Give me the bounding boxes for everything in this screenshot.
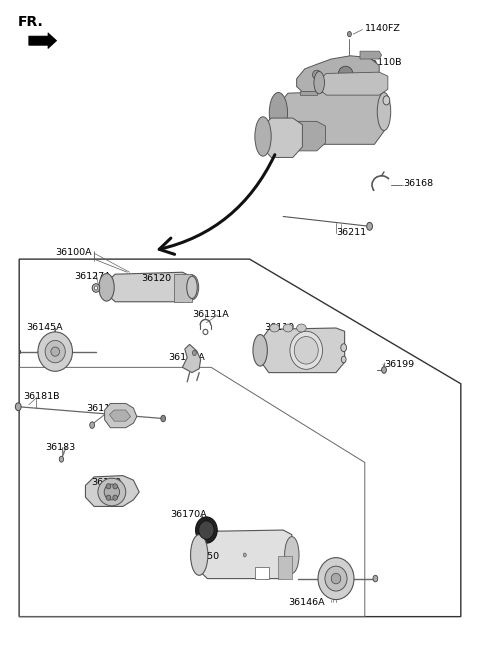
Ellipse shape: [90, 422, 95, 428]
Polygon shape: [29, 33, 57, 49]
Polygon shape: [300, 91, 317, 95]
Ellipse shape: [318, 558, 354, 600]
Ellipse shape: [253, 335, 267, 366]
Polygon shape: [278, 91, 384, 144]
Polygon shape: [85, 476, 139, 506]
Ellipse shape: [270, 324, 279, 332]
Text: 36146A: 36146A: [288, 598, 324, 607]
Polygon shape: [360, 51, 382, 59]
Text: 36110: 36110: [264, 323, 294, 333]
Ellipse shape: [192, 350, 196, 356]
Ellipse shape: [38, 332, 72, 371]
Text: 36150: 36150: [190, 552, 220, 561]
Ellipse shape: [285, 537, 299, 573]
Ellipse shape: [348, 31, 351, 37]
Ellipse shape: [331, 573, 341, 584]
Ellipse shape: [199, 521, 214, 539]
Ellipse shape: [314, 72, 324, 94]
Text: 36110B: 36110B: [365, 58, 401, 67]
Text: 36110G: 36110G: [86, 403, 124, 413]
Polygon shape: [107, 272, 192, 302]
Ellipse shape: [191, 535, 208, 575]
Text: 36100A: 36100A: [55, 248, 92, 257]
Ellipse shape: [373, 575, 378, 582]
Ellipse shape: [51, 347, 60, 356]
Ellipse shape: [290, 331, 323, 369]
Ellipse shape: [341, 356, 346, 363]
Text: 36127A: 36127A: [74, 272, 111, 281]
Ellipse shape: [243, 553, 246, 557]
Polygon shape: [255, 567, 269, 579]
Ellipse shape: [283, 324, 293, 332]
Ellipse shape: [113, 483, 118, 489]
Polygon shape: [182, 344, 201, 373]
Ellipse shape: [325, 566, 347, 591]
Ellipse shape: [269, 92, 288, 133]
Text: 36120: 36120: [142, 274, 172, 283]
Ellipse shape: [338, 66, 353, 81]
Polygon shape: [319, 72, 388, 95]
Ellipse shape: [187, 276, 197, 298]
Ellipse shape: [312, 70, 321, 79]
Polygon shape: [260, 328, 345, 373]
Ellipse shape: [94, 286, 98, 290]
Ellipse shape: [341, 344, 347, 352]
Polygon shape: [109, 410, 131, 421]
Ellipse shape: [161, 415, 166, 422]
Ellipse shape: [60, 457, 63, 462]
Text: 36135A: 36135A: [168, 353, 205, 362]
Ellipse shape: [92, 283, 100, 293]
Polygon shape: [286, 121, 325, 151]
Ellipse shape: [382, 367, 386, 373]
Text: 36145A: 36145A: [26, 323, 63, 333]
Ellipse shape: [98, 478, 126, 506]
Polygon shape: [105, 403, 137, 428]
Text: 1140FZ: 1140FZ: [365, 24, 401, 33]
Ellipse shape: [185, 275, 199, 300]
Ellipse shape: [377, 92, 391, 131]
Polygon shape: [263, 118, 302, 157]
Ellipse shape: [113, 495, 118, 501]
Text: 36131A: 36131A: [192, 310, 229, 319]
Ellipse shape: [367, 222, 372, 230]
Text: 36170A: 36170A: [170, 510, 207, 520]
Text: 36170: 36170: [91, 478, 121, 487]
Ellipse shape: [196, 517, 217, 543]
Text: 36183: 36183: [46, 443, 76, 452]
Text: 36211: 36211: [336, 228, 366, 237]
Text: 36199: 36199: [384, 359, 414, 369]
Polygon shape: [199, 530, 292, 579]
Ellipse shape: [104, 484, 120, 500]
Polygon shape: [297, 56, 379, 92]
Text: FR.: FR.: [18, 15, 44, 30]
Ellipse shape: [297, 324, 306, 332]
Polygon shape: [278, 556, 292, 579]
Text: 36181B: 36181B: [23, 392, 60, 401]
Ellipse shape: [255, 117, 271, 156]
Polygon shape: [174, 274, 192, 302]
Ellipse shape: [15, 403, 21, 411]
Ellipse shape: [294, 337, 318, 364]
Text: 36168: 36168: [403, 179, 433, 188]
Ellipse shape: [383, 96, 390, 105]
FancyArrowPatch shape: [159, 155, 275, 255]
Ellipse shape: [99, 274, 114, 301]
Ellipse shape: [45, 340, 65, 363]
Ellipse shape: [106, 495, 111, 501]
Ellipse shape: [106, 483, 111, 489]
